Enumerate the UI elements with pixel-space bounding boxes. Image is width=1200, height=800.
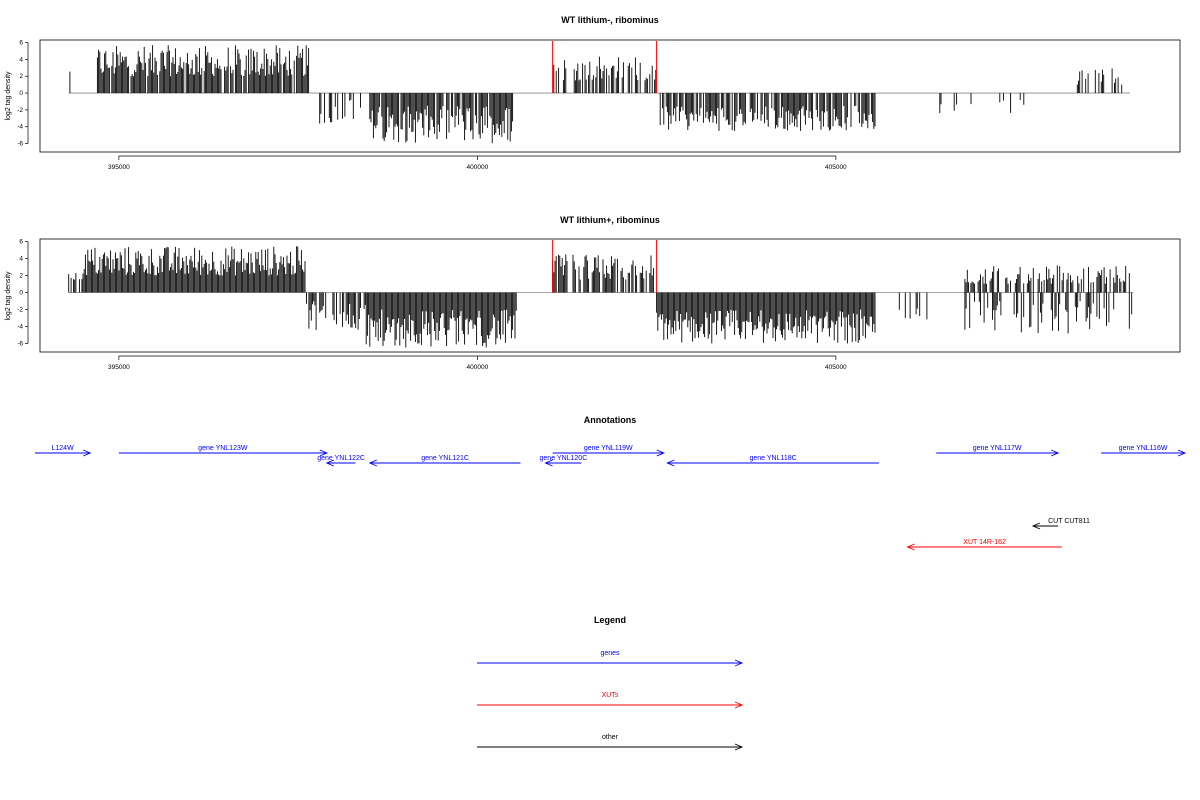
legend-title: Legend xyxy=(594,615,626,625)
feature-arrow-arrowhead xyxy=(1177,449,1187,457)
feature-gene-ynl118c[interactable]: gene YNL118C xyxy=(666,455,879,467)
y-tick-label: -2 xyxy=(17,307,23,314)
feature-arrow-arrowhead xyxy=(325,459,334,467)
feature-arrow-arrowhead xyxy=(666,459,675,467)
y-tick-label: 0 xyxy=(19,90,23,97)
legend-items: genes XUTs other xyxy=(477,650,744,751)
y-tick-label: -4 xyxy=(17,124,23,131)
plot-frame xyxy=(39,238,1181,353)
feature-gene-ynl116w[interactable]: gene YNL116W xyxy=(1101,445,1187,457)
legend-label: genes xyxy=(600,650,620,657)
y-axis: 6 4 2 0 -2 -4 -6 xyxy=(17,239,29,348)
annotations-panel: Annotations L124W gene YNL123W gene YNL122… xyxy=(35,415,1187,551)
y-tick-label: -6 xyxy=(17,341,23,348)
feature-gene-ynl120c[interactable]: gene YNL120C xyxy=(540,455,588,467)
x-axis: 395000 400000 405000 xyxy=(108,355,847,371)
feature-label: CUT CUT811 xyxy=(1048,518,1090,525)
feature-label: gene YNL120C xyxy=(540,455,588,462)
feature-label: gene YNL119W xyxy=(584,445,633,452)
density-bars xyxy=(68,41,1130,144)
y-tick-label: 6 xyxy=(19,239,23,246)
y-tick-label: 0 xyxy=(19,290,23,297)
x-axis: 395000 400000 405000 xyxy=(108,155,847,171)
legend-arrow-arrowhead xyxy=(734,701,744,709)
x-tick-label: 400000 xyxy=(467,364,489,371)
feature-arrow-arrowhead xyxy=(906,543,915,551)
feature-gene-ynl121c[interactable]: gene YNL121C xyxy=(368,455,521,467)
feature-label: gene YNL116W xyxy=(1119,445,1168,452)
feature-gene-ynl123w[interactable]: gene YNL123W xyxy=(118,445,328,457)
annotation-features: L124W gene YNL123W gene YNL122C gene YNL121… xyxy=(35,445,1187,551)
legend-panel: Legend genes XUTs other xyxy=(477,615,744,751)
track-panel-lithium-minus: WT lithium-, ribominus log2 tag density … xyxy=(5,15,1181,171)
feature-label: gene YNL122C xyxy=(317,455,365,462)
x-tick-label: 400000 xyxy=(467,164,489,171)
feature-label: L124W xyxy=(52,445,75,452)
feature-label: gene YNL117W xyxy=(973,445,1022,452)
feature-arrow-arrowhead xyxy=(544,459,553,467)
legend-arrow-arrowhead xyxy=(734,743,744,751)
feature-gene-ynl122c[interactable]: gene YNL122C xyxy=(317,455,365,467)
feature-arrow-arrowhead xyxy=(656,449,665,457)
feature-arrow-arrowhead xyxy=(368,459,377,467)
y-axis: 6 4 2 0 -2 -4 -6 xyxy=(17,40,29,148)
feature-arrow-arrowhead xyxy=(1031,522,1041,530)
y-tick-label: -6 xyxy=(17,141,23,148)
legend-label: XUTs xyxy=(602,692,619,699)
x-tick-label: 405000 xyxy=(825,164,847,171)
y-tick-label: 4 xyxy=(19,56,23,63)
track-panel-lithium-plus: WT lithium+, ribominus log2 tag density … xyxy=(5,215,1181,371)
legend-item-gene: genes xyxy=(477,650,744,667)
y-tick-label: 2 xyxy=(19,273,23,280)
y-tick-label: 2 xyxy=(19,73,23,80)
feature-label: gene YNL118C xyxy=(749,455,796,462)
y-tick-label: -2 xyxy=(17,107,23,114)
legend-label: other xyxy=(602,734,619,741)
x-tick-label: 395000 xyxy=(108,164,130,171)
plot-frame xyxy=(39,39,1181,153)
y-tick-label: 4 xyxy=(19,256,23,263)
feature-arrow-arrowhead xyxy=(319,449,328,457)
feature-xut-14r-162[interactable]: XUT 14R-162 xyxy=(906,539,1062,551)
y-tick-label: -4 xyxy=(17,324,23,331)
feature-label: XUT 14R-162 xyxy=(963,539,1006,546)
feature-label: gene YNL121C xyxy=(421,455,469,462)
panel-title: WT lithium+, ribominus xyxy=(560,215,660,225)
legend-item-other: other xyxy=(477,734,744,751)
feature-label: gene YNL123W xyxy=(198,445,248,452)
legend-arrow-arrowhead xyxy=(734,659,744,667)
feature-l124w[interactable]: L124W xyxy=(35,445,92,457)
y-tick-label: 6 xyxy=(19,40,23,47)
feature-arrow-arrowhead xyxy=(1050,449,1060,457)
y-axis-label: log2 tag density xyxy=(5,271,12,321)
feature-gene-ynl117w[interactable]: gene YNL117W xyxy=(936,445,1060,457)
panel-title: WT lithium-, ribominus xyxy=(561,15,659,25)
y-axis-label: log2 tag density xyxy=(5,71,12,121)
x-tick-label: 405000 xyxy=(825,364,847,371)
legend-item-xut: XUTs xyxy=(477,692,744,709)
feature-cut-cut811[interactable]: CUT CUT811 xyxy=(1031,518,1090,530)
x-tick-label: 395000 xyxy=(108,364,130,371)
feature-arrow-arrowhead xyxy=(83,449,92,457)
density-bars xyxy=(68,240,1134,348)
feature-gene-ynl119w[interactable]: gene YNL119W xyxy=(552,445,665,457)
annotations-title: Annotations xyxy=(584,415,637,425)
